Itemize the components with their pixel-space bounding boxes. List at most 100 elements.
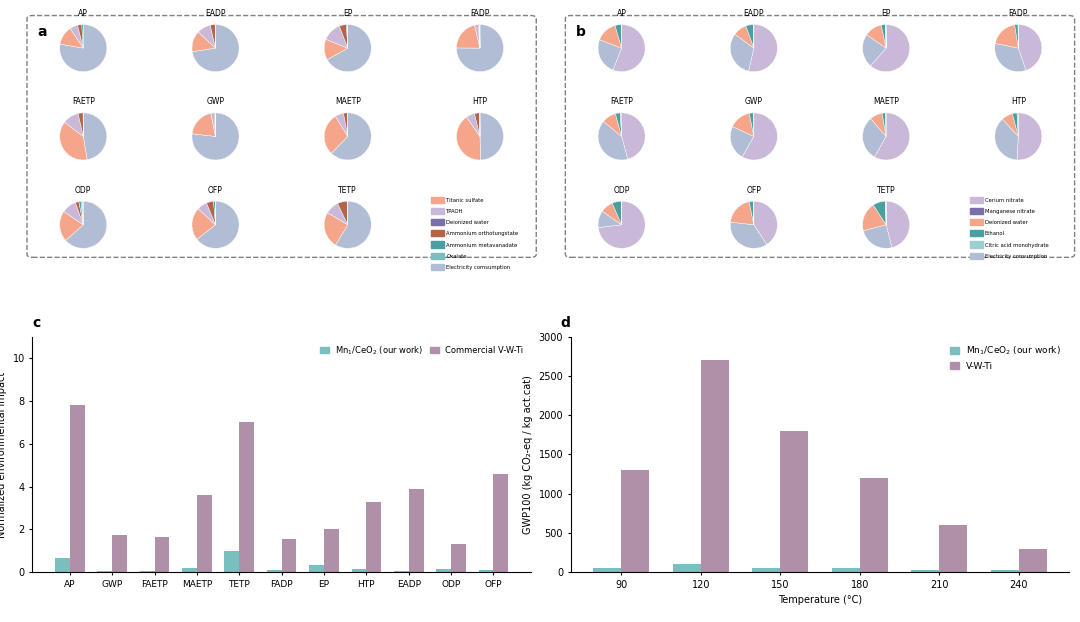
Title: GWP: GWP (745, 97, 762, 106)
Text: Oxalate: Oxalate (446, 254, 467, 259)
Wedge shape (599, 26, 622, 48)
Bar (112, 535, 127, 572)
Bar (139, 571, 154, 572)
Wedge shape (347, 24, 348, 48)
Wedge shape (1017, 113, 1018, 136)
Wedge shape (742, 113, 778, 160)
Wedge shape (863, 225, 892, 248)
Bar (55, 559, 70, 572)
Wedge shape (474, 113, 480, 136)
Text: Deionized water: Deionized water (985, 220, 1028, 225)
Wedge shape (192, 209, 216, 239)
Wedge shape (612, 202, 622, 225)
Text: Ethanol: Ethanol (985, 231, 1004, 236)
Text: c: c (32, 317, 41, 330)
Wedge shape (598, 211, 622, 228)
Wedge shape (1012, 113, 1018, 136)
Wedge shape (750, 113, 754, 136)
Wedge shape (730, 222, 767, 248)
Title: EADP: EADP (744, 9, 764, 18)
Wedge shape (1014, 24, 1018, 48)
Wedge shape (620, 113, 622, 136)
Bar (673, 564, 701, 572)
Wedge shape (197, 202, 239, 248)
Wedge shape (59, 24, 107, 72)
Bar (183, 568, 197, 572)
Bar (394, 571, 408, 572)
Wedge shape (327, 24, 372, 72)
Title: EP: EP (343, 9, 352, 18)
Bar (225, 551, 240, 572)
Wedge shape (324, 213, 348, 245)
Text: Titanic sulfate: Titanic sulfate (446, 198, 484, 203)
Wedge shape (480, 113, 503, 160)
Wedge shape (332, 113, 372, 160)
Wedge shape (79, 202, 83, 225)
Title: FAETP: FAETP (72, 97, 95, 106)
Wedge shape (192, 32, 216, 52)
Wedge shape (192, 113, 216, 136)
Bar (436, 569, 451, 572)
Wedge shape (457, 117, 481, 160)
Text: d: d (559, 317, 570, 330)
Wedge shape (327, 203, 348, 225)
Wedge shape (598, 121, 627, 160)
Wedge shape (730, 126, 754, 157)
Wedge shape (211, 24, 216, 48)
Wedge shape (66, 202, 107, 248)
Wedge shape (746, 24, 754, 48)
Wedge shape (457, 25, 480, 48)
Wedge shape (995, 44, 1026, 72)
Wedge shape (192, 113, 239, 160)
Bar (97, 570, 112, 572)
Wedge shape (870, 113, 886, 136)
Title: HTP: HTP (1011, 97, 1026, 106)
Wedge shape (457, 24, 503, 72)
Title: EP: EP (881, 9, 891, 18)
Text: Ammonium orthotungstate: Ammonium orthotungstate (446, 231, 518, 236)
Wedge shape (603, 203, 622, 225)
Bar (282, 539, 296, 572)
Bar (366, 501, 381, 572)
Title: MAETP: MAETP (335, 97, 361, 106)
Bar (832, 569, 860, 572)
Bar (701, 360, 729, 572)
Wedge shape (64, 203, 83, 225)
Text: Manganese nitrate: Manganese nitrate (985, 209, 1035, 214)
Wedge shape (478, 24, 480, 48)
Wedge shape (616, 113, 622, 136)
Title: ODP: ODP (613, 185, 630, 195)
Wedge shape (76, 202, 83, 225)
Text: Electricity comsumption: Electricity comsumption (446, 265, 511, 270)
Bar (309, 565, 324, 572)
Wedge shape (65, 113, 83, 136)
Wedge shape (995, 119, 1018, 160)
Title: MAETP: MAETP (873, 97, 899, 106)
Y-axis label: Normalized environmental impact: Normalized environmental impact (0, 371, 6, 537)
Wedge shape (78, 113, 83, 136)
Bar (860, 478, 888, 572)
Wedge shape (78, 25, 83, 48)
Wedge shape (1018, 24, 1042, 70)
Wedge shape (82, 24, 83, 48)
Bar (197, 495, 212, 572)
Title: OFP: OFP (746, 185, 761, 195)
Bar (940, 525, 967, 572)
Title: EADP: EADP (205, 9, 226, 18)
Legend: Mn$_1$/CeO$_2$ (our work), V-W-Ti: Mn$_1$/CeO$_2$ (our work), V-W-Ti (946, 341, 1065, 374)
Wedge shape (604, 114, 622, 136)
Wedge shape (730, 34, 754, 71)
Title: AP: AP (79, 9, 89, 18)
Bar (478, 570, 494, 572)
Title: OFP: OFP (208, 185, 222, 195)
Wedge shape (199, 203, 216, 225)
Bar (780, 431, 808, 572)
Wedge shape (81, 202, 83, 225)
Bar (154, 537, 170, 572)
Wedge shape (59, 211, 83, 240)
Wedge shape (324, 39, 348, 60)
Bar (451, 544, 465, 572)
Wedge shape (750, 202, 754, 225)
Wedge shape (199, 25, 216, 48)
Text: b: b (576, 25, 586, 39)
